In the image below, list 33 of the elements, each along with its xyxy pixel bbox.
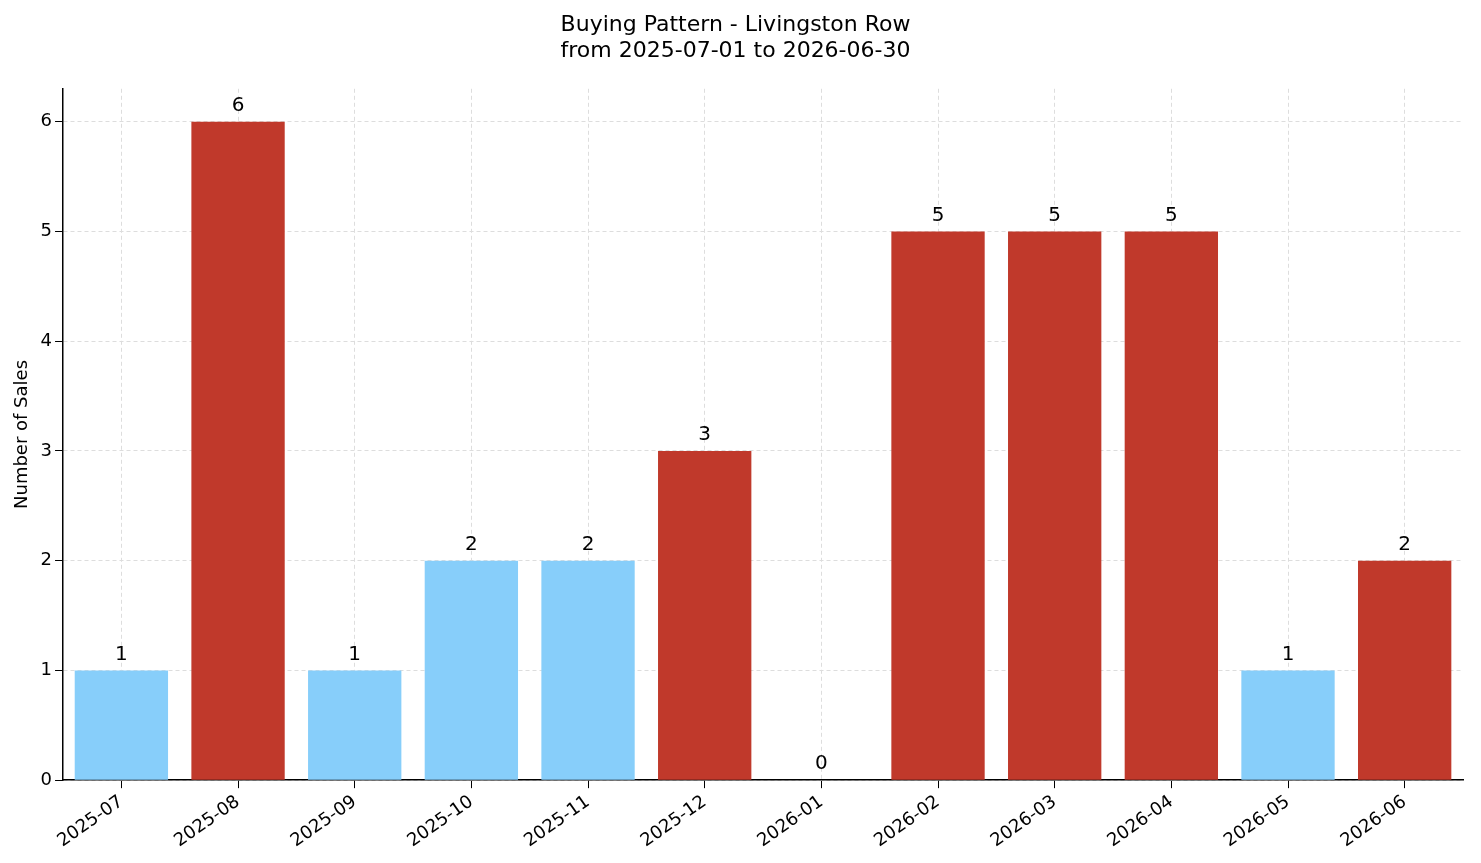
bar (308, 670, 402, 780)
y-axis-title: Number of Sales (10, 359, 32, 509)
data-label: 1 (115, 640, 128, 665)
bar (541, 560, 635, 780)
bar (658, 450, 752, 780)
chart-subtitle: from 2025-07-01 to 2026-06-30 (560, 37, 911, 63)
data-label: 1 (1281, 640, 1295, 665)
bar (74, 670, 169, 780)
data-label: 1 (348, 640, 362, 665)
bar (1241, 670, 1335, 780)
data-label: 2 (1398, 530, 1412, 555)
data-label: 6 (231, 91, 245, 116)
bar (424, 560, 519, 780)
bar (1124, 231, 1219, 780)
data-label: 2 (581, 530, 595, 555)
bar (891, 231, 985, 780)
bar (1008, 231, 1102, 780)
data-label: 3 (698, 421, 712, 446)
bar (191, 121, 285, 780)
y-tick-label: 5 (40, 219, 53, 241)
data-label: 5 (1048, 201, 1062, 226)
y-tick-label: 6 (40, 109, 53, 131)
data-label: 5 (1164, 201, 1178, 226)
chart-title: Buying Pattern - Livingston Row (560, 10, 911, 36)
bar (1358, 560, 1452, 780)
data-label: 0 (814, 750, 828, 775)
y-tick-label: 1 (40, 658, 53, 680)
y-tick-label: 3 (40, 438, 53, 460)
data-label: 5 (931, 201, 945, 226)
y-tick-label: 2 (40, 548, 53, 570)
data-label: 2 (465, 530, 478, 555)
y-tick-label: 4 (40, 328, 53, 350)
y-tick-label: 0 (40, 767, 53, 789)
